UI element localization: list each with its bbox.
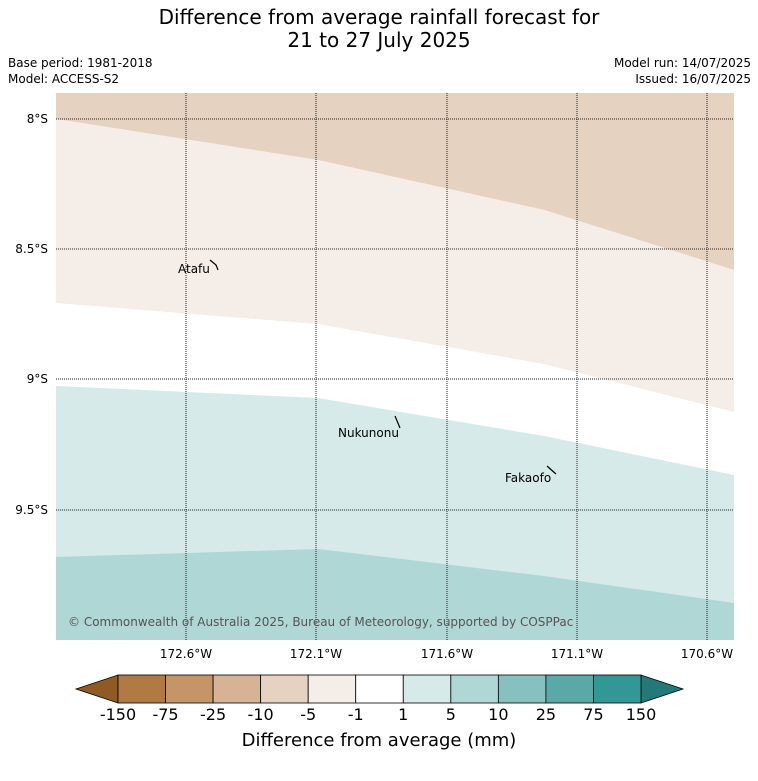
colorbar-extend-min bbox=[74, 674, 119, 704]
colorbar-bin bbox=[260, 674, 309, 704]
model-label: Model: ACCESS-S2 bbox=[8, 72, 120, 86]
colorbar-tick-label: -75 bbox=[152, 705, 179, 724]
colorbar-extend-max bbox=[640, 674, 685, 704]
colorbar-tick-label: -10 bbox=[247, 705, 274, 724]
lon-label: 172.1°W bbox=[290, 647, 342, 661]
colorbar-tick-label: 75 bbox=[583, 705, 604, 724]
colorbar-tick-label: 25 bbox=[535, 705, 557, 724]
band-minus-5-to-minus-1 bbox=[56, 119, 734, 412]
colorbar-bin bbox=[545, 674, 594, 704]
colorbar-bin bbox=[355, 674, 404, 704]
copyright-notice: © Commonwealth of Australia 2025, Bureau… bbox=[68, 615, 573, 629]
band-5-to-10 bbox=[56, 549, 734, 640]
colorbar-bin bbox=[497, 674, 547, 704]
base-period-label: Base period: 1981-2018 bbox=[8, 56, 153, 70]
colorbar-tick-label: -25 bbox=[200, 705, 227, 724]
lat-label: 8.5°S bbox=[15, 242, 48, 256]
lon-label: 171.6°W bbox=[421, 647, 473, 661]
place-label-atafu: Atafu bbox=[178, 262, 210, 276]
lat-label: 9°S bbox=[27, 372, 48, 386]
colorbar-bin bbox=[165, 674, 214, 704]
map-title-line1: Difference from average rainfall forecas… bbox=[158, 5, 600, 29]
colorbar-bin bbox=[307, 674, 357, 704]
colorbar-tick-label: -1 bbox=[347, 705, 364, 724]
colorbar-tick-label: -5 bbox=[300, 705, 317, 724]
colorbar-tick-label: 1 bbox=[398, 705, 409, 724]
lon-label: 170.6°W bbox=[681, 647, 733, 661]
lon-label: 172.6°W bbox=[160, 647, 212, 661]
model-run-label: Model run: 14/07/2025 bbox=[613, 56, 751, 70]
atoll-atafu-shape bbox=[209, 259, 219, 271]
lat-label: 9.5°S bbox=[15, 503, 48, 517]
lat-label: 8°S bbox=[27, 112, 48, 126]
map-bands bbox=[56, 93, 734, 640]
colorbar-bin bbox=[450, 674, 499, 704]
map-title-line2: 21 to 27 July 2025 bbox=[287, 28, 471, 52]
colorbar-bin bbox=[593, 674, 642, 704]
colorbar-tick-label: 5 bbox=[445, 705, 456, 724]
graticule bbox=[56, 93, 734, 640]
colorbar-bin bbox=[212, 674, 262, 704]
colorbar-tick-label: -150 bbox=[99, 705, 137, 724]
colorbar-tick-label: 150 bbox=[625, 705, 657, 724]
colorbar-bin bbox=[117, 674, 166, 704]
lon-label: 171.1°W bbox=[551, 647, 603, 661]
atoll-fakaofo-shape bbox=[546, 465, 557, 475]
colorbar bbox=[74, 674, 685, 704]
band-minus-10-to-minus-5 bbox=[56, 93, 734, 270]
colorbar-bin bbox=[402, 674, 452, 704]
issued-label: Issued: 16/07/2025 bbox=[635, 72, 751, 86]
atoll-nukunonu-shape bbox=[394, 415, 401, 429]
place-label-fakaofo: Fakaofo bbox=[505, 471, 551, 485]
place-label-nukunonu: Nukunonu bbox=[338, 426, 399, 440]
colorbar-title: Difference from average (mm) bbox=[241, 730, 517, 751]
colorbar-tick-label: 10 bbox=[488, 705, 509, 724]
atolls bbox=[209, 259, 557, 475]
